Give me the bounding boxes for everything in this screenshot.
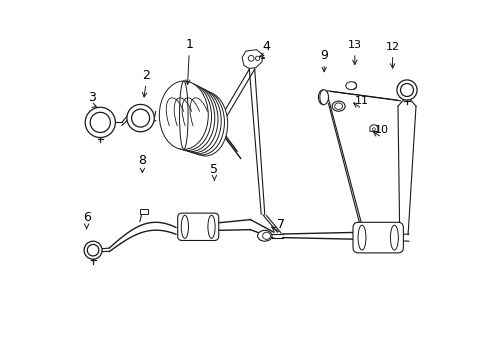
Text: 6: 6 (83, 211, 91, 224)
Text: 11: 11 (355, 96, 369, 106)
Ellipse shape (335, 103, 343, 109)
Polygon shape (242, 50, 263, 68)
Ellipse shape (358, 225, 366, 250)
Ellipse shape (208, 215, 215, 238)
Text: 8: 8 (138, 154, 147, 167)
Ellipse shape (181, 215, 189, 238)
Circle shape (397, 80, 417, 100)
Ellipse shape (391, 225, 398, 250)
Text: 7: 7 (277, 219, 285, 231)
FancyBboxPatch shape (353, 222, 403, 253)
Ellipse shape (332, 101, 345, 111)
Text: 1: 1 (185, 39, 193, 51)
Ellipse shape (179, 81, 188, 149)
Circle shape (132, 109, 149, 127)
Text: 4: 4 (263, 40, 270, 53)
Ellipse shape (318, 90, 328, 105)
Ellipse shape (167, 85, 215, 152)
Text: 9: 9 (320, 49, 328, 62)
Ellipse shape (179, 90, 224, 155)
Text: 13: 13 (348, 40, 362, 50)
Text: 2: 2 (142, 69, 150, 82)
Text: 10: 10 (375, 125, 389, 135)
Circle shape (87, 244, 99, 256)
Ellipse shape (346, 82, 357, 90)
Ellipse shape (258, 230, 272, 241)
Circle shape (90, 112, 110, 132)
Circle shape (400, 84, 414, 96)
Circle shape (85, 107, 116, 138)
Text: 3: 3 (88, 91, 96, 104)
Ellipse shape (171, 86, 218, 153)
Ellipse shape (183, 92, 228, 156)
Circle shape (84, 241, 102, 259)
Polygon shape (370, 125, 378, 131)
Circle shape (372, 128, 375, 131)
Text: 12: 12 (386, 42, 400, 52)
Circle shape (127, 104, 154, 132)
Circle shape (248, 55, 254, 61)
Polygon shape (140, 209, 148, 214)
Ellipse shape (175, 88, 221, 154)
Ellipse shape (163, 83, 212, 150)
Text: 5: 5 (210, 163, 219, 176)
FancyBboxPatch shape (178, 213, 219, 240)
Circle shape (255, 56, 260, 60)
Ellipse shape (159, 81, 208, 149)
Ellipse shape (263, 232, 270, 239)
